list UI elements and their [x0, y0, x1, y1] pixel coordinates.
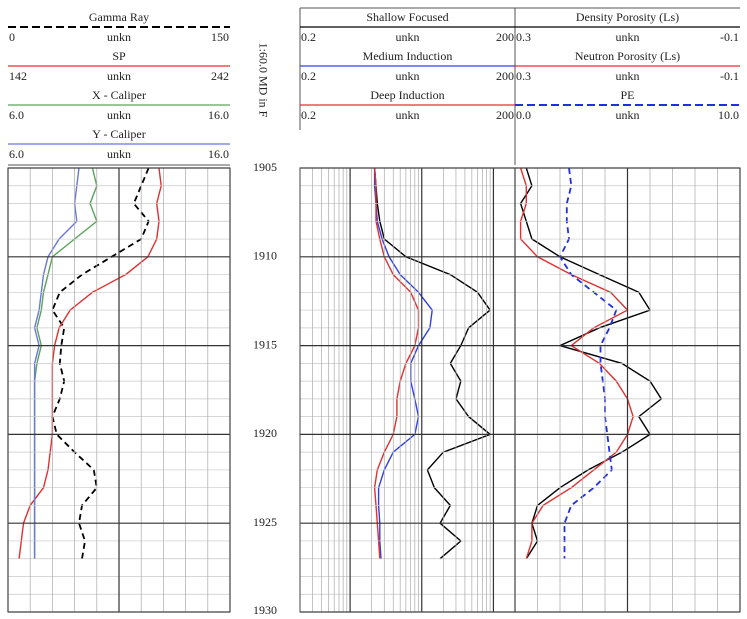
scale-min: 142 [9, 69, 27, 83]
unit: unkn [107, 69, 131, 83]
unit: unkn [396, 30, 420, 44]
curve-name: X - Caliper [92, 88, 146, 102]
scale-max: 200 [496, 69, 514, 83]
curve-name: PE [620, 88, 634, 102]
curve-name: SP [112, 49, 126, 63]
unit: unkn [107, 30, 131, 44]
depth-tick-label: 1920 [253, 426, 277, 440]
scale-min: 0.3 [516, 69, 531, 83]
scale-min: 6.0 [9, 108, 24, 122]
unit: unkn [616, 108, 640, 122]
scale-max: 16.0 [208, 147, 229, 161]
curve-name: Gamma Ray [89, 10, 149, 24]
scale-min: 0.2 [301, 108, 316, 122]
scale-min: 0 [9, 30, 15, 44]
scale-min: 0.3 [516, 30, 531, 44]
track-frame [514, 167, 741, 613]
unit: unkn [396, 69, 420, 83]
scale-max: 200 [496, 30, 514, 44]
scale-min: 0.2 [301, 69, 316, 83]
curve-name: Y - Caliper [92, 127, 146, 141]
depth-tick-label: 1930 [253, 603, 277, 617]
unit: unkn [616, 69, 640, 83]
depth-tick-label: 1910 [253, 249, 277, 263]
unit: unkn [396, 108, 420, 122]
curve-name: Medium Induction [363, 49, 453, 63]
depth-label: 1:60.0 MD in F [256, 43, 270, 118]
depth-tick-label: 1915 [253, 337, 277, 351]
curve [558, 168, 618, 559]
track-frame [299, 167, 516, 613]
curve-name: Density Porosity (Ls) [576, 10, 679, 24]
depth-tick-label: 1905 [253, 160, 277, 174]
scale-min: 0.2 [301, 30, 316, 44]
depth-tick-label: 1925 [253, 515, 277, 529]
scale-max: 16.0 [208, 108, 229, 122]
scale-min: 6.0 [9, 147, 24, 161]
scale-max: 242 [211, 69, 229, 83]
unit: unkn [616, 30, 640, 44]
scale-min: 0.0 [516, 108, 531, 122]
curve-name: Shallow Focused [366, 10, 448, 24]
scale-max: -0.1 [720, 69, 739, 83]
scale-max: 150 [211, 30, 229, 44]
scale-max: 200 [496, 108, 514, 122]
curve-name: Deep Induction [370, 88, 444, 102]
track-frame [7, 167, 231, 613]
scale-max: -0.1 [720, 30, 739, 44]
curve-name: Neutron Porosity (Ls) [575, 49, 680, 63]
scale-max: 10.0 [718, 108, 739, 122]
unit: unkn [107, 108, 131, 122]
unit: unkn [107, 147, 131, 161]
